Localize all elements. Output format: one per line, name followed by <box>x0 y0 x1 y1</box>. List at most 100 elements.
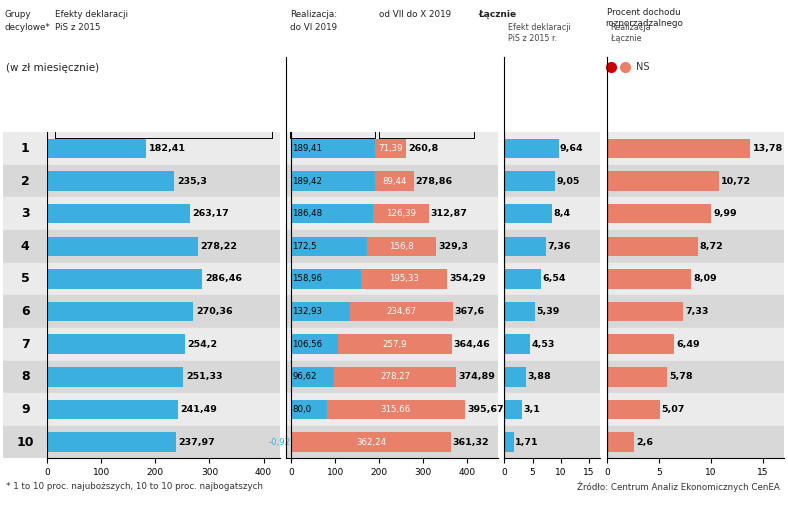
Text: 10,72: 10,72 <box>721 177 751 185</box>
Text: 315,66: 315,66 <box>381 405 411 414</box>
Bar <box>504 204 552 223</box>
Bar <box>607 335 675 354</box>
Text: 234,67: 234,67 <box>386 307 416 316</box>
Bar <box>607 433 634 452</box>
Bar <box>607 132 784 165</box>
Bar <box>607 328 784 361</box>
Bar <box>504 361 600 393</box>
Bar <box>3 426 47 458</box>
Bar <box>292 335 338 354</box>
Text: 89,44: 89,44 <box>382 177 407 185</box>
Bar <box>504 400 522 419</box>
Bar <box>47 269 203 289</box>
Text: 9,64: 9,64 <box>560 144 584 153</box>
Text: 5: 5 <box>20 272 30 285</box>
Text: 71,39: 71,39 <box>378 144 403 153</box>
Text: 9,05: 9,05 <box>556 177 580 185</box>
Bar <box>607 400 660 419</box>
Text: 96,62: 96,62 <box>292 372 317 381</box>
Bar <box>504 171 556 191</box>
Text: 1: 1 <box>20 142 30 155</box>
Bar <box>607 197 784 230</box>
Bar <box>286 393 498 426</box>
Text: 2,6: 2,6 <box>636 438 653 447</box>
Bar <box>367 237 436 256</box>
Bar <box>504 165 600 197</box>
Text: 3,88: 3,88 <box>527 372 551 381</box>
Bar <box>338 335 452 354</box>
Text: 2: 2 <box>20 175 30 188</box>
Bar <box>3 361 47 393</box>
Text: 329,3: 329,3 <box>438 242 468 251</box>
Text: Źródło: Centrum Analiz Ekonomicznych CenEA: Źródło: Centrum Analiz Ekonomicznych Cen… <box>578 482 780 492</box>
Bar <box>3 295 47 328</box>
Text: Realizacja:: Realizacja: <box>290 10 337 19</box>
Bar <box>504 139 559 158</box>
Text: 364,46: 364,46 <box>453 340 490 349</box>
Bar <box>286 263 498 295</box>
Bar <box>292 237 367 256</box>
Bar <box>504 295 600 328</box>
Bar <box>47 328 280 361</box>
Bar <box>374 139 406 158</box>
Bar <box>47 204 190 223</box>
Bar <box>504 197 600 230</box>
Bar <box>3 328 47 361</box>
Text: 278,86: 278,86 <box>416 177 453 185</box>
Bar <box>292 269 361 289</box>
Text: Efekt deklaracji
PiS z 2015 r.: Efekt deklaracji PiS z 2015 r. <box>508 23 571 42</box>
Bar <box>47 230 280 263</box>
Text: 241,49: 241,49 <box>180 405 217 414</box>
Bar <box>607 165 784 197</box>
Bar <box>47 361 280 393</box>
Text: 7: 7 <box>20 338 30 351</box>
Bar <box>47 263 280 295</box>
Bar <box>504 426 600 458</box>
Text: 286,46: 286,46 <box>205 275 242 283</box>
Bar <box>47 393 280 426</box>
Text: 5,39: 5,39 <box>536 307 559 316</box>
Bar <box>607 139 750 158</box>
Bar <box>47 302 193 321</box>
Text: 361,32: 361,32 <box>452 438 489 447</box>
Text: 126,39: 126,39 <box>386 209 416 218</box>
Text: 235,3: 235,3 <box>177 177 207 185</box>
Bar <box>504 335 530 354</box>
Text: PiS z 2015: PiS z 2015 <box>55 23 101 32</box>
Bar <box>607 269 691 289</box>
Text: 260,8: 260,8 <box>407 144 438 153</box>
Text: 8,4: 8,4 <box>553 209 570 218</box>
Bar <box>3 230 47 263</box>
Text: 106,56: 106,56 <box>292 340 322 349</box>
Bar <box>292 204 374 223</box>
Text: 6: 6 <box>21 305 29 318</box>
Bar <box>286 132 498 165</box>
Bar <box>350 302 453 321</box>
Text: 8,09: 8,09 <box>693 275 717 283</box>
Bar <box>286 197 498 230</box>
Bar <box>607 426 784 458</box>
Text: 3,1: 3,1 <box>523 405 540 414</box>
Text: 8,72: 8,72 <box>700 242 723 251</box>
Bar <box>504 367 526 386</box>
Text: 257,9: 257,9 <box>383 340 407 349</box>
Bar <box>607 295 784 328</box>
Bar <box>47 367 183 386</box>
Text: 172,5: 172,5 <box>292 242 317 251</box>
Text: 254,2: 254,2 <box>188 340 217 349</box>
Bar <box>286 295 498 328</box>
Text: 7,36: 7,36 <box>547 242 571 251</box>
Bar <box>504 302 535 321</box>
Bar <box>374 171 414 191</box>
Bar <box>3 197 47 230</box>
Text: do VI 2019: do VI 2019 <box>290 23 337 32</box>
Text: 312,87: 312,87 <box>431 209 467 218</box>
Bar <box>47 139 146 158</box>
Text: Łącznie: Łącznie <box>478 10 516 19</box>
Text: 156,8: 156,8 <box>389 242 414 251</box>
Text: 9,99: 9,99 <box>713 209 737 218</box>
Bar <box>292 400 326 419</box>
Text: 362,24: 362,24 <box>356 438 386 447</box>
Text: Efekty deklaracji: Efekty deklaracji <box>55 10 128 19</box>
Bar <box>47 237 198 256</box>
